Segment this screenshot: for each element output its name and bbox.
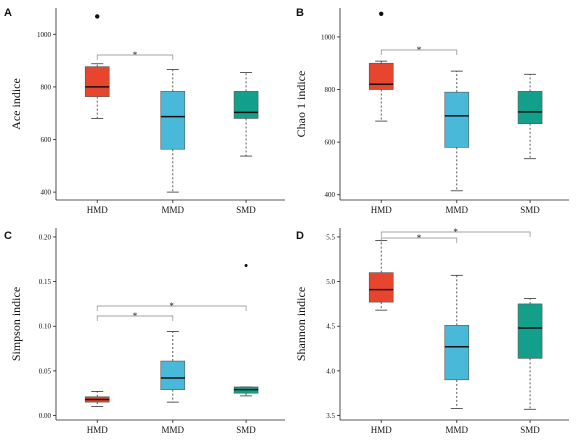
outlier-point bbox=[244, 264, 248, 268]
box-mmd bbox=[160, 331, 186, 403]
x-tick-label: HMD bbox=[87, 425, 109, 435]
box-hmd bbox=[84, 14, 110, 119]
outlier-point bbox=[379, 11, 384, 16]
bracket-line bbox=[96, 305, 247, 311]
bracket-line bbox=[380, 49, 458, 55]
y-tick-label: 0.00 bbox=[39, 412, 52, 420]
box-iqr bbox=[444, 91, 470, 148]
y-tick-label: 1000 bbox=[37, 31, 52, 39]
box-iqr bbox=[233, 91, 259, 119]
box-mmd bbox=[160, 69, 186, 193]
y-tick-label: 800 bbox=[41, 83, 52, 91]
box-iqr bbox=[368, 272, 394, 303]
x-tick-label: HMD bbox=[371, 425, 393, 435]
x-tick-label: MMD bbox=[446, 425, 469, 435]
box-smd bbox=[517, 73, 543, 160]
y-tick-label: 5.0 bbox=[326, 278, 335, 286]
panel-letter: B bbox=[296, 7, 304, 19]
significance-label: * bbox=[417, 45, 422, 55]
y-tick-label: 3.5 bbox=[326, 412, 335, 420]
y-axis-label: Simpson indice bbox=[9, 287, 23, 361]
y-tick-label: 4.5 bbox=[326, 323, 335, 331]
panel-letter: D bbox=[296, 230, 304, 242]
y-tick-label: 0.05 bbox=[39, 367, 52, 375]
x-tick-label: HMD bbox=[87, 205, 109, 215]
box-iqr bbox=[517, 303, 543, 359]
significance-label: * bbox=[169, 301, 174, 311]
box-smd bbox=[517, 298, 543, 410]
significance-bracket: * bbox=[96, 311, 174, 321]
outlier-point bbox=[95, 14, 100, 19]
significance-bracket: * bbox=[380, 227, 531, 237]
significance-label: * bbox=[417, 233, 422, 243]
significance-bracket: * bbox=[380, 45, 458, 55]
y-axis-label: Shannon indice bbox=[294, 287, 308, 361]
panel-letter: C bbox=[4, 230, 12, 242]
box-hmd bbox=[84, 391, 110, 408]
significance-label: * bbox=[133, 311, 138, 321]
significance-bracket: * bbox=[96, 301, 247, 311]
y-tick-label: 1000 bbox=[321, 33, 336, 41]
box-iqr bbox=[160, 91, 186, 150]
box-iqr bbox=[84, 66, 110, 97]
box-hmd bbox=[368, 240, 394, 311]
y-axis-label: Chao 1 indice bbox=[294, 71, 308, 138]
x-tick-label: SMD bbox=[236, 425, 256, 435]
y-tick-label: 5.5 bbox=[326, 233, 335, 241]
box-smd bbox=[233, 264, 259, 397]
box-hmd bbox=[368, 11, 394, 122]
panel-a: A Ace indice 400 600 800 1000 HMD MMD SMD * bbox=[4, 7, 285, 215]
panel-d: D Shannon indice 3.5 4.0 4.5 5.0 5.5 HMD MMD SMD *… bbox=[294, 227, 569, 435]
box-mmd bbox=[444, 70, 470, 192]
bracket-line bbox=[96, 315, 174, 321]
x-tick-label: MMD bbox=[446, 205, 469, 215]
y-tick-label: 400 bbox=[41, 189, 52, 197]
y-tick-label: 600 bbox=[325, 139, 336, 147]
box-smd bbox=[233, 72, 259, 157]
y-axis-label: Ace indice bbox=[9, 78, 23, 130]
box-iqr bbox=[368, 62, 394, 90]
y-tick-label: 0.20 bbox=[39, 233, 52, 241]
x-tick-label: MMD bbox=[162, 425, 185, 435]
y-tick-label: 800 bbox=[325, 86, 336, 94]
y-tick-label: 0.15 bbox=[39, 278, 52, 286]
x-tick-label: MMD bbox=[162, 205, 185, 215]
box-mmd bbox=[444, 274, 470, 409]
panel-b: B Chao 1 indice 400 600 800 1000 HMD MMD SMD * bbox=[294, 7, 569, 215]
x-tick-label: SMD bbox=[520, 205, 540, 215]
y-tick-label: 600 bbox=[41, 136, 52, 144]
significance-label: * bbox=[453, 227, 458, 237]
x-tick-label: HMD bbox=[371, 205, 393, 215]
box-iqr bbox=[444, 325, 470, 381]
bracket-line bbox=[380, 237, 458, 243]
panel-c: C Simpson indice 0.00 0.05 0.10 0.15 0.20 HMD MM… bbox=[4, 228, 285, 435]
box-iqr bbox=[517, 91, 543, 125]
box-iqr bbox=[160, 360, 186, 390]
x-tick-label: SMD bbox=[520, 425, 540, 435]
significance-bracket: * bbox=[96, 50, 174, 60]
bracket-line bbox=[96, 54, 174, 60]
significance-bracket: * bbox=[380, 233, 458, 243]
y-tick-label: 400 bbox=[325, 191, 336, 199]
panel-letter: A bbox=[4, 7, 12, 19]
y-tick-label: 4.0 bbox=[326, 367, 335, 375]
bracket-line bbox=[380, 231, 531, 237]
x-tick-label: SMD bbox=[236, 205, 256, 215]
significance-label: * bbox=[133, 50, 138, 60]
y-tick-label: 0.10 bbox=[39, 323, 52, 331]
